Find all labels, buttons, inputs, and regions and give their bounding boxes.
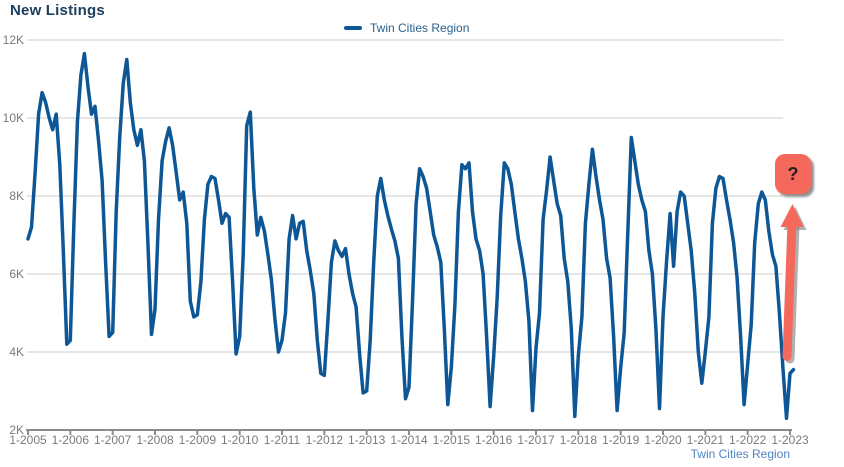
y-tick-label: 10K [3,111,24,125]
x-tick-label: 1-2009 [179,433,217,447]
x-tick-label: 1-2016 [475,433,513,447]
x-tick-label: 1-2022 [729,433,767,447]
y-tick-label: 12K [3,33,24,47]
x-tick-label: 1-2015 [433,433,471,447]
x-tick-label: 1-2023 [771,433,809,447]
y-tick-label: 6K [9,267,24,281]
x-tick-label: 1-2017 [517,433,555,447]
y-tick-label: 8K [9,189,24,203]
x-tick-label: 1-2021 [687,433,725,447]
x-tick-label: 1-2008 [136,433,174,447]
legend-item[interactable]: Twin Cities Region [344,21,469,35]
y-tick-label: 4K [9,345,24,359]
x-tick-label: 1-2010 [221,433,259,447]
x-tick-label: 1-2020 [644,433,682,447]
x-tick-label: 1-2013 [348,433,386,447]
x-tick-label: 1-2007 [94,433,132,447]
legend-label: Twin Cities Region [370,21,470,35]
annotation-arrowhead [780,204,804,227]
series-line [26,51,796,421]
x-tick-label: 1-2014 [390,433,428,447]
x-tick-label: 1-2019 [602,433,640,447]
y-tick-label: 2K [9,423,24,437]
x-tick-label: 1-2012 [306,433,344,447]
x-tick-label: 1-2006 [52,433,90,447]
question-mark-label: ? [787,163,799,184]
legend-swatch [344,26,362,30]
question-badge: ? [775,154,811,194]
series-footer-link[interactable]: Twin Cities Region [690,447,790,461]
x-tick-label: 1-2018 [560,433,598,447]
x-tick-label: 1-2011 [264,433,301,447]
chart-title: New Listings [10,2,105,19]
annotation-arrow [782,218,797,361]
x-tick-label: 1-2005 [9,433,47,447]
